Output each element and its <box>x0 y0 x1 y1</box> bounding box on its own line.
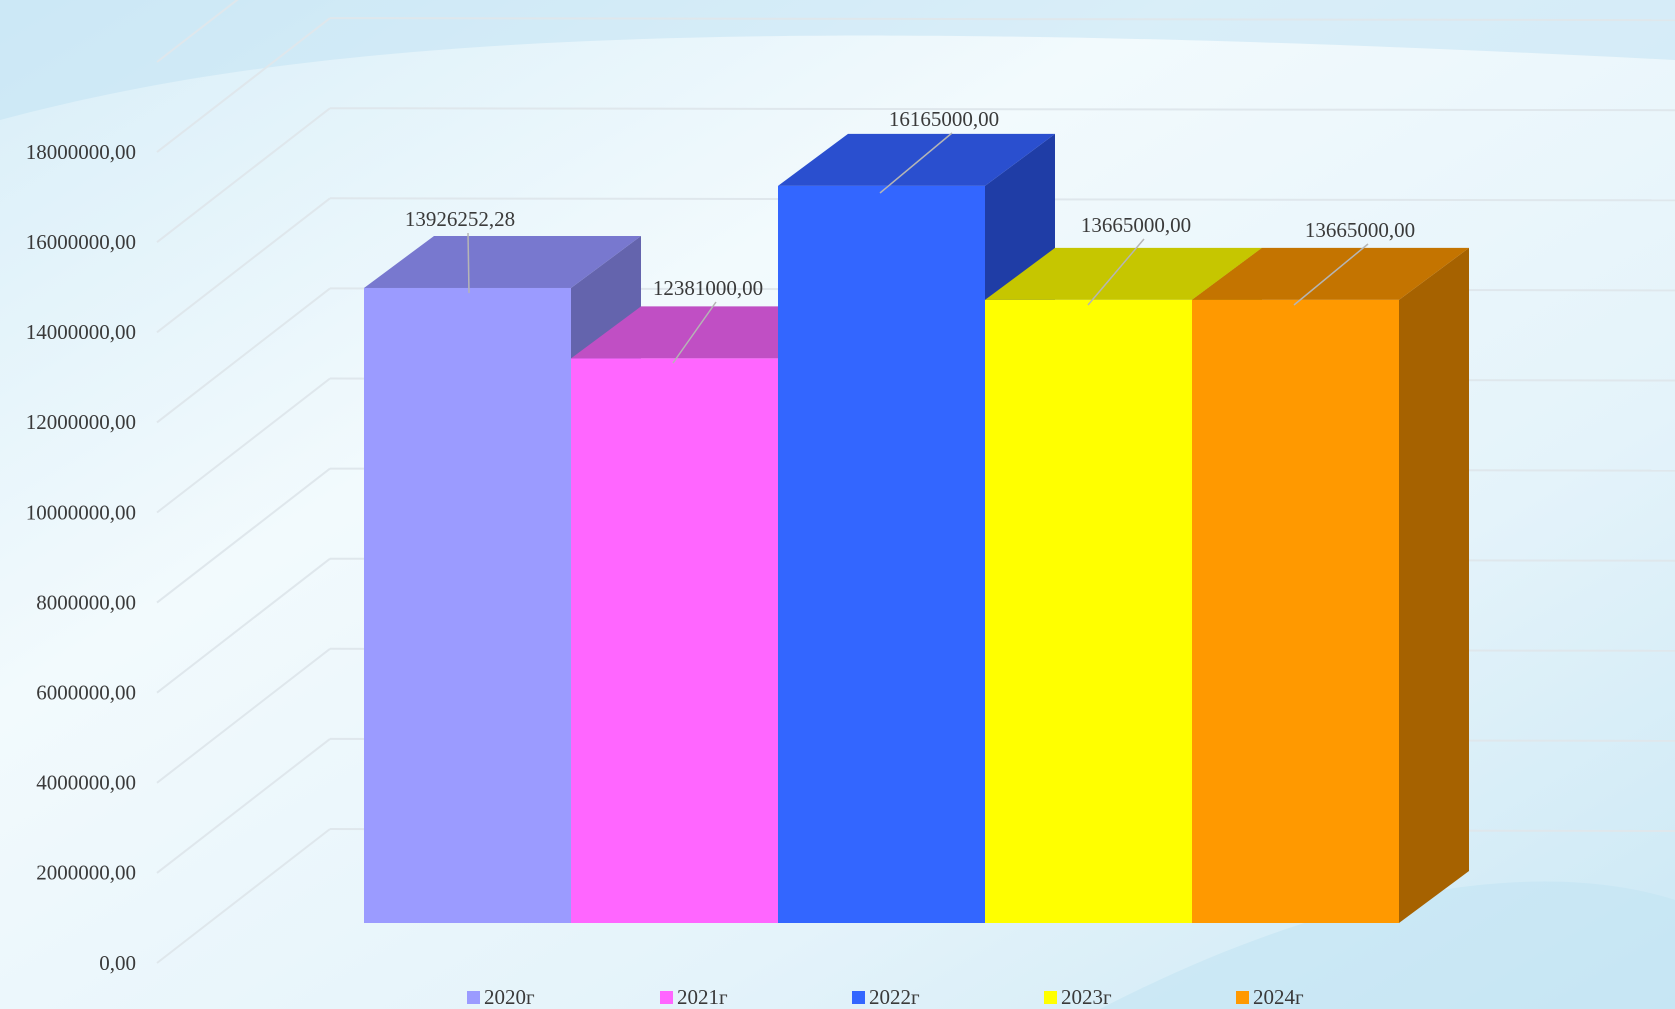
data-label-leader <box>672 301 717 364</box>
y-tick-label: 14000000,00 <box>26 320 136 344</box>
legend-label: 2022г <box>869 985 920 1009</box>
data-label-leader <box>879 132 953 194</box>
gridline <box>329 17 1675 22</box>
data-label: 13926252,28 <box>405 207 515 231</box>
data-label-leader <box>1087 238 1145 306</box>
legend-item: 2024г <box>1236 985 1304 1009</box>
data-label: 16165000,00 <box>889 107 999 131</box>
gridline <box>156 377 331 514</box>
bar <box>1192 299 1399 924</box>
y-tick-label: 16000000,00 <box>26 230 136 254</box>
bar <box>571 358 778 923</box>
background-swoosh <box>1100 881 1675 1009</box>
bar-side <box>1399 247 1469 924</box>
gridline <box>156 557 331 694</box>
y-tick-label: 6000000,00 <box>36 681 136 705</box>
gridline <box>156 0 239 63</box>
bar-top <box>1192 247 1469 300</box>
y-tick-label: 10000000,00 <box>26 500 136 524</box>
bar <box>364 287 571 923</box>
legend-item: 2022г <box>852 985 920 1009</box>
bar-top <box>364 235 641 288</box>
data-label-leader <box>1293 243 1369 306</box>
data-label-leader <box>467 232 470 294</box>
y-tick-label: 2000000,00 <box>36 861 136 885</box>
legend-label: 2020г <box>484 985 535 1009</box>
gridline <box>156 17 331 153</box>
data-label: 13665000,00 <box>1305 218 1415 242</box>
legend-swatch <box>1236 991 1249 1004</box>
bar <box>778 185 985 924</box>
bar-top <box>985 247 1262 300</box>
legend-label: 2023г <box>1061 985 1112 1009</box>
gridline <box>156 107 331 243</box>
y-tick-label: 4000000,00 <box>36 771 136 795</box>
legend-swatch <box>1044 991 1057 1004</box>
legend: 2020г 2021г 2022г 2023г 2024г <box>0 985 1675 1009</box>
y-tick-label: 12000000,00 <box>26 410 136 434</box>
gridline <box>329 107 1675 112</box>
gridline <box>156 197 331 334</box>
gridline <box>156 828 331 964</box>
bar-top <box>778 133 1055 186</box>
legend-item: 2023г <box>1044 985 1112 1009</box>
gridline <box>156 738 331 874</box>
legend-label: 2021г <box>677 985 728 1009</box>
bar <box>985 299 1192 924</box>
y-tick-label: 8000000,00 <box>36 590 136 614</box>
y-tick-label: 0,00 <box>99 951 136 975</box>
data-label: 12381000,00 <box>653 276 763 300</box>
legend-swatch <box>467 991 480 1004</box>
data-label: 13665000,00 <box>1081 213 1191 237</box>
gridline <box>156 287 331 424</box>
legend-label: 2024г <box>1253 985 1304 1009</box>
gridline <box>156 467 331 604</box>
background-swoosh <box>0 0 1675 120</box>
legend-swatch <box>660 991 673 1004</box>
legend-swatch <box>852 991 865 1004</box>
gridline <box>156 648 331 784</box>
legend-item: 2020г <box>467 985 535 1009</box>
y-tick-label: 18000000,00 <box>26 140 136 164</box>
legend-item: 2021г <box>660 985 728 1009</box>
